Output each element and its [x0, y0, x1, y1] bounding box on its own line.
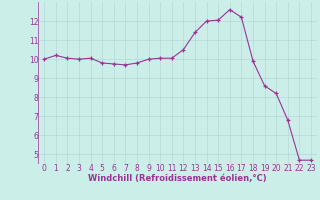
X-axis label: Windchill (Refroidissement éolien,°C): Windchill (Refroidissement éolien,°C) [88, 174, 267, 183]
